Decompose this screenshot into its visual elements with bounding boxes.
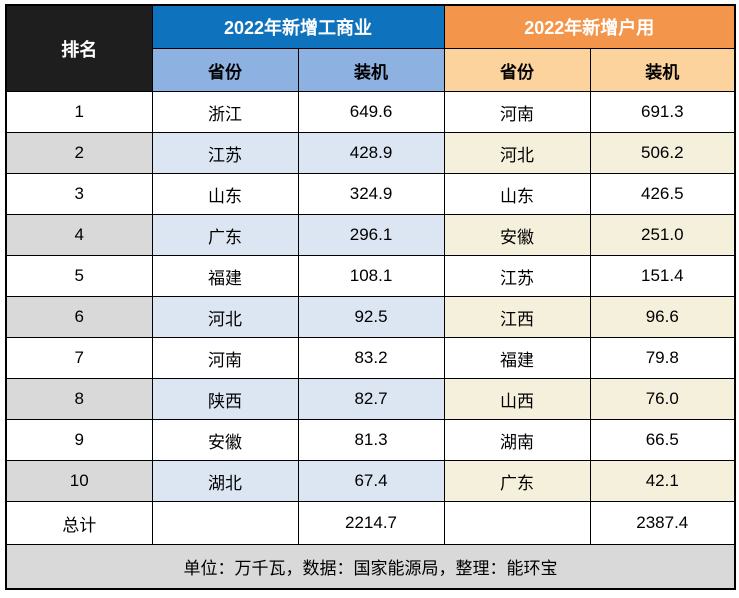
- rank-column-header: 排名: [5, 4, 153, 92]
- commercial-province-cell: 广东: [151, 214, 299, 256]
- rank-cell: 7: [5, 337, 153, 379]
- residential-total-cell: 2387.4: [589, 501, 736, 545]
- residential-province-cell: 河北: [443, 132, 591, 174]
- residential-province-cell: 江西: [443, 296, 591, 338]
- commercial-capacity-cell: 296.1: [297, 214, 445, 256]
- commercial-capacity-cell: 83.2: [297, 337, 445, 379]
- residential-province-cell: 湖南: [443, 419, 591, 461]
- sub-header-row: 省份 装机 省份 装机: [6, 48, 736, 92]
- residential-province-cell: 福建: [443, 337, 591, 379]
- rank-cell: 3: [5, 173, 153, 215]
- commercial-province-cell: 浙江: [151, 91, 299, 133]
- ranking-table: 排名 2022年新增工商业 2022年新增户用 省份 装机 省份 装机 1 浙江…: [5, 4, 737, 590]
- rank-cell: 10: [5, 460, 153, 502]
- residential-province-header: 省份: [443, 48, 591, 92]
- rank-cell: 4: [5, 214, 153, 256]
- table-row: 8 陕西 82.7 山西 76.0: [5, 378, 736, 420]
- group-header-row: 排名 2022年新增工商业 2022年新增户用: [5, 4, 736, 92]
- table-row: 3 山东 324.9 山东 426.5: [5, 173, 736, 215]
- residential-capacity-header: 装机: [589, 48, 736, 92]
- empty-cell: [151, 501, 299, 545]
- residential-province-cell: 河南: [443, 91, 591, 133]
- residential-capacity-cell: 506.2: [589, 132, 736, 174]
- total-label-cell: 总计: [5, 501, 153, 545]
- commercial-province-cell: 陕西: [151, 378, 299, 420]
- residential-group-header: 2022年新增户用: [443, 4, 736, 49]
- commercial-capacity-cell: 428.9: [297, 132, 445, 174]
- empty-cell: [443, 501, 591, 545]
- rank-cell: 5: [5, 255, 153, 297]
- rank-cell: 8: [5, 378, 153, 420]
- residential-capacity-cell: 42.1: [589, 460, 736, 502]
- commercial-group-header: 2022年新增工商业: [151, 4, 445, 49]
- commercial-capacity-cell: 324.9: [297, 173, 445, 215]
- commercial-capacity-cell: 649.6: [297, 91, 445, 133]
- source-note: 单位：万千瓦，数据：国家能源局，整理：能环宝: [5, 544, 736, 590]
- commercial-capacity-cell: 81.3: [297, 419, 445, 461]
- commercial-province-cell: 安徽: [151, 419, 299, 461]
- rank-cell: 1: [5, 91, 153, 133]
- residential-province-cell: 广东: [443, 460, 591, 502]
- commercial-province-header: 省份: [151, 48, 299, 92]
- table-row: 6 河北 92.5 江西 96.6: [5, 296, 736, 338]
- commercial-province-cell: 河北: [151, 296, 299, 338]
- residential-capacity-cell: 151.4: [589, 255, 736, 297]
- residential-capacity-cell: 76.0: [589, 378, 736, 420]
- commercial-province-cell: 山东: [151, 173, 299, 215]
- table-row: 9 安徽 81.3 湖南 66.5: [5, 419, 736, 461]
- rank-cell: 9: [5, 419, 153, 461]
- residential-capacity-cell: 691.3: [589, 91, 736, 133]
- table-row: 1 浙江 649.6 河南 691.3: [5, 91, 736, 133]
- residential-province-cell: 山东: [443, 173, 591, 215]
- commercial-capacity-cell: 108.1: [297, 255, 445, 297]
- commercial-capacity-cell: 92.5: [297, 296, 445, 338]
- commercial-province-cell: 河南: [151, 337, 299, 379]
- table-row: 4 广东 296.1 安徽 251.0: [5, 214, 736, 256]
- commercial-capacity-cell: 67.4: [297, 460, 445, 502]
- commercial-province-cell: 福建: [151, 255, 299, 297]
- table-row: 2 江苏 428.9 河北 506.2: [5, 132, 736, 174]
- table-row: 5 福建 108.1 江苏 151.4: [5, 255, 736, 297]
- rank-cell: 6: [5, 296, 153, 338]
- residential-capacity-cell: 426.5: [589, 173, 736, 215]
- commercial-capacity-cell: 82.7: [297, 378, 445, 420]
- rank-cell: 2: [5, 132, 153, 174]
- commercial-capacity-header: 装机: [297, 48, 445, 92]
- residential-capacity-cell: 251.0: [589, 214, 736, 256]
- commercial-province-cell: 湖北: [151, 460, 299, 502]
- residential-province-cell: 安徽: [443, 214, 591, 256]
- footer-row: 单位：万千瓦，数据：国家能源局，整理：能环宝: [5, 544, 736, 590]
- residential-province-cell: 江苏: [443, 255, 591, 297]
- table-row: 7 河南 83.2 福建 79.8: [5, 337, 736, 379]
- residential-province-cell: 山西: [443, 378, 591, 420]
- total-row: 总计 2214.7 2387.4: [5, 501, 736, 545]
- table-row: 10 湖北 67.4 广东 42.1: [5, 460, 736, 502]
- commercial-province-cell: 江苏: [151, 132, 299, 174]
- residential-capacity-cell: 79.8: [589, 337, 736, 379]
- residential-capacity-cell: 96.6: [589, 296, 736, 338]
- commercial-total-cell: 2214.7: [297, 501, 445, 545]
- residential-capacity-cell: 66.5: [589, 419, 736, 461]
